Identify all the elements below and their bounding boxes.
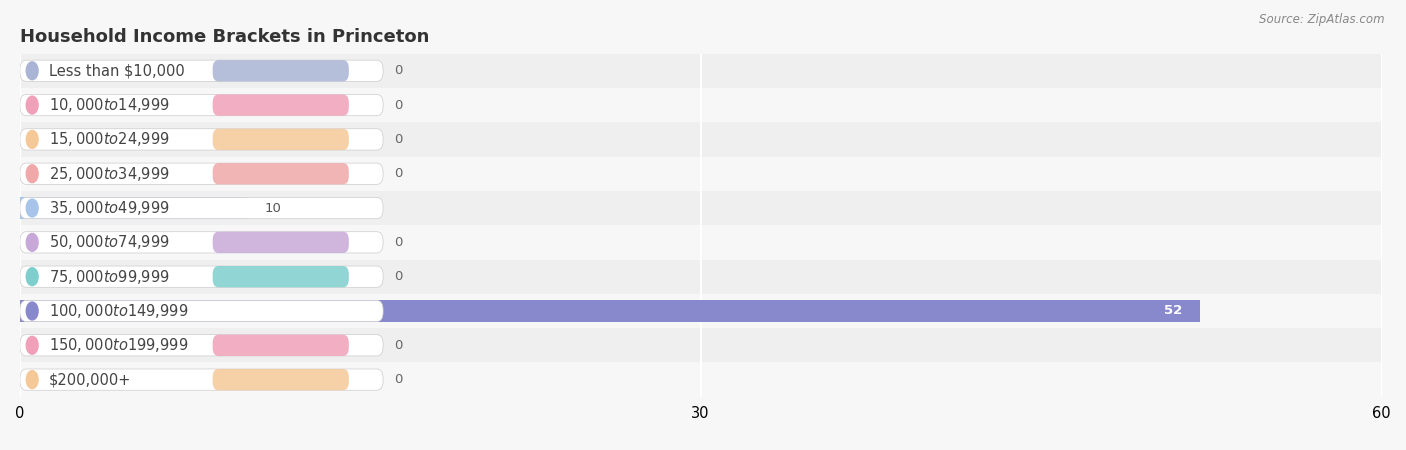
Bar	[20, 225, 1382, 260]
Bar	[20, 88, 1382, 122]
FancyBboxPatch shape	[20, 266, 382, 287]
Text: $10,000 to $14,999: $10,000 to $14,999	[49, 96, 170, 114]
Text: 0: 0	[394, 373, 402, 386]
Bar	[20, 198, 246, 219]
Bar	[20, 300, 1201, 322]
Bar	[20, 122, 1382, 157]
FancyBboxPatch shape	[212, 232, 349, 253]
Text: Source: ZipAtlas.com: Source: ZipAtlas.com	[1260, 14, 1385, 27]
Text: $200,000+: $200,000+	[49, 372, 132, 387]
Text: $150,000 to $199,999: $150,000 to $199,999	[49, 336, 188, 354]
Circle shape	[27, 130, 38, 148]
Circle shape	[27, 165, 38, 183]
Bar	[20, 362, 1382, 397]
Circle shape	[27, 96, 38, 114]
Circle shape	[27, 199, 38, 217]
Circle shape	[27, 268, 38, 286]
FancyBboxPatch shape	[20, 335, 382, 356]
Text: Less than $10,000: Less than $10,000	[49, 63, 186, 78]
Text: 0: 0	[394, 99, 402, 112]
Text: $50,000 to $74,999: $50,000 to $74,999	[49, 234, 170, 252]
Text: $100,000 to $149,999: $100,000 to $149,999	[49, 302, 188, 320]
FancyBboxPatch shape	[212, 60, 349, 81]
Text: 0: 0	[394, 133, 402, 146]
FancyBboxPatch shape	[20, 94, 382, 116]
FancyBboxPatch shape	[212, 163, 349, 184]
Bar	[20, 157, 1382, 191]
FancyBboxPatch shape	[20, 369, 382, 390]
Bar	[20, 328, 1382, 362]
Circle shape	[27, 302, 38, 320]
Text: 0: 0	[394, 270, 402, 283]
FancyBboxPatch shape	[212, 335, 349, 356]
Text: $35,000 to $49,999: $35,000 to $49,999	[49, 199, 170, 217]
FancyBboxPatch shape	[212, 266, 349, 287]
FancyBboxPatch shape	[20, 198, 382, 219]
Bar	[20, 191, 1382, 225]
Text: Household Income Brackets in Princeton: Household Income Brackets in Princeton	[20, 28, 429, 46]
Bar	[20, 54, 1382, 88]
FancyBboxPatch shape	[20, 232, 382, 253]
Text: 10: 10	[264, 202, 281, 215]
FancyBboxPatch shape	[212, 369, 349, 390]
Text: 0: 0	[394, 167, 402, 180]
Text: $15,000 to $24,999: $15,000 to $24,999	[49, 130, 170, 148]
Text: 0: 0	[394, 64, 402, 77]
Text: 52: 52	[1164, 305, 1182, 318]
Text: $25,000 to $34,999: $25,000 to $34,999	[49, 165, 170, 183]
Circle shape	[27, 62, 38, 80]
FancyBboxPatch shape	[20, 60, 382, 81]
Circle shape	[27, 371, 38, 388]
Circle shape	[27, 234, 38, 251]
FancyBboxPatch shape	[20, 300, 382, 322]
FancyBboxPatch shape	[20, 129, 382, 150]
FancyBboxPatch shape	[212, 94, 349, 116]
FancyBboxPatch shape	[212, 129, 349, 150]
Circle shape	[27, 336, 38, 354]
Text: $75,000 to $99,999: $75,000 to $99,999	[49, 268, 170, 286]
Bar	[20, 294, 1382, 328]
Bar	[20, 260, 1382, 294]
Text: 0: 0	[394, 236, 402, 249]
Text: 0: 0	[394, 339, 402, 352]
FancyBboxPatch shape	[20, 163, 382, 184]
